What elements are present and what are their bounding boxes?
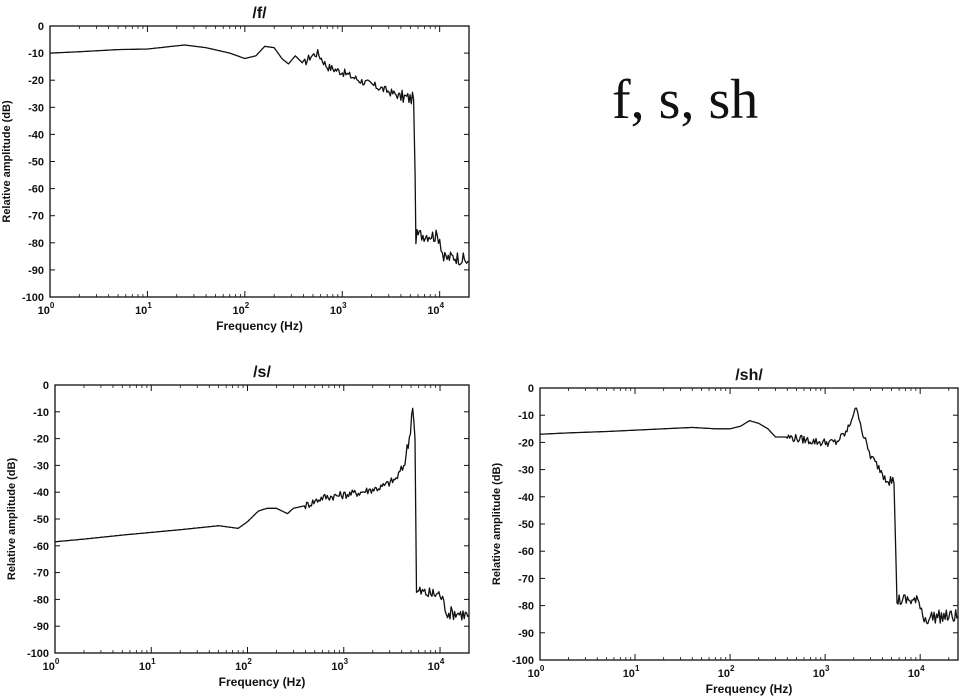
chart-title: /s/ [253, 364, 271, 381]
x-axis-label: Frequency (Hz) [219, 675, 306, 689]
x-tick-label: 103 [813, 664, 830, 680]
y-tick-label: -30 [33, 460, 49, 472]
x-tick-label: 102 [718, 664, 735, 680]
plot-frame [49, 25, 470, 298]
y-tick-label: -90 [518, 628, 534, 640]
x-tick-label: 104 [908, 664, 925, 680]
y-tick-label: -20 [33, 434, 49, 446]
y-tick-label: 0 [43, 380, 49, 392]
x-tick-label: 100 [528, 664, 545, 680]
y-tick-label: -80 [33, 594, 49, 606]
y-tick-label: -60 [28, 184, 44, 196]
y-tick-label: 0 [528, 383, 534, 395]
y-tick-label: -30 [28, 102, 44, 114]
x-tick-label: 100 [43, 657, 60, 673]
y-tick-label: -100 [512, 655, 534, 667]
series-line [540, 407, 959, 625]
x-tick-label: 102 [232, 301, 249, 317]
y-axis-label: Relative amplitude (dB) [491, 463, 503, 586]
y-tick-label: -80 [28, 238, 44, 250]
x-tick-label: 101 [135, 301, 152, 317]
slide-title: f, s, sh [612, 69, 759, 131]
y-tick-label: -100 [22, 292, 44, 304]
y-tick-label: -70 [518, 573, 534, 585]
y-tick-label: -10 [33, 407, 49, 419]
y-tick-label: -10 [518, 410, 534, 422]
y-tick-label: -60 [33, 541, 49, 553]
plot-frame [54, 384, 470, 654]
x-tick-label: 103 [330, 301, 347, 317]
x-axis-label: Frequency (Hz) [216, 319, 303, 333]
y-tick-label: -20 [518, 437, 534, 449]
y-axis-label: Relative amplitude (dB) [1, 100, 13, 223]
chart-title: /sh/ [735, 367, 763, 384]
y-tick-label: -40 [28, 129, 44, 141]
y-axis-label: Relative amplitude (dB) [6, 458, 18, 581]
chart-title: /f/ [252, 5, 267, 22]
y-tick-label: -50 [518, 519, 534, 531]
y-tick-label: -60 [518, 546, 534, 558]
y-tick-label: 0 [38, 21, 44, 33]
y-tick-label: -40 [33, 487, 49, 499]
x-tick-label: 104 [428, 657, 445, 673]
x-axis-label: Frequency (Hz) [706, 682, 793, 696]
y-tick-label: -50 [33, 514, 49, 526]
y-tick-label: -30 [518, 465, 534, 477]
y-tick-label: -40 [518, 492, 534, 504]
y-tick-label: -20 [28, 75, 44, 87]
series-line [49, 44, 470, 266]
x-tick-label: 103 [331, 657, 348, 673]
y-tick-label: -10 [28, 48, 44, 60]
series-line [54, 407, 470, 621]
x-tick-label: 104 [427, 301, 444, 317]
x-tick-label: 102 [235, 657, 252, 673]
x-tick-label: 101 [139, 657, 156, 673]
y-tick-label: -90 [33, 621, 49, 633]
x-tick-label: 100 [38, 301, 55, 317]
y-tick-label: -70 [33, 568, 49, 580]
y-tick-label: -80 [518, 601, 534, 613]
y-tick-label: -90 [28, 265, 44, 277]
x-tick-label: 101 [623, 664, 640, 680]
y-tick-label: -70 [28, 211, 44, 223]
y-tick-label: -50 [28, 157, 44, 169]
y-tick-label: -100 [27, 648, 49, 660]
